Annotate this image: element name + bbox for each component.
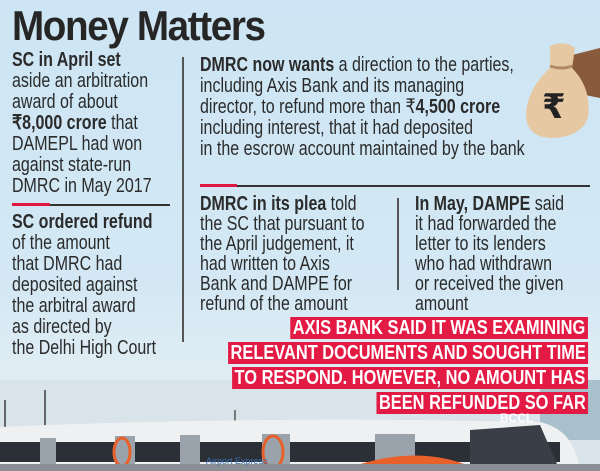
column-divider: [397, 198, 399, 290]
photo-credit: BCCL: [500, 411, 534, 425]
text-line: that DMRC had: [12, 253, 123, 275]
text-line: DMRC in May 2017: [12, 175, 152, 197]
text-line: the Delhi High Court: [12, 337, 157, 359]
svg-text:₹: ₹: [542, 87, 566, 127]
divider: [12, 204, 170, 206]
text-line: it had forwarded the: [415, 213, 557, 235]
axis-bank-callout: AXIS BANK SAID IT WAS EXAMINING RELEVANT…: [149, 317, 588, 417]
callout-line: BEEN REFUNDED SO FAR: [376, 392, 588, 414]
divider-accent: [200, 184, 237, 187]
text-line: that: [106, 112, 138, 134]
text-line: who had withdrawn: [415, 253, 552, 275]
amount: ₹8,000 crore: [12, 112, 107, 134]
money-bag-rupee-icon: ₹: [525, 43, 600, 138]
text-line: as directed by: [12, 316, 112, 338]
text-line: Bank and DAMPE for: [200, 273, 353, 295]
text-line: said: [530, 193, 565, 215]
text-line: the April judgement, it: [200, 233, 354, 255]
point-heading: DMRC now wants: [200, 54, 335, 76]
text-line: aside an arbitration: [12, 70, 149, 92]
text-line: including interest, that it had deposite…: [200, 117, 474, 139]
amount: 4,500 crore: [415, 96, 501, 118]
point-dampe: In May, DAMPE said it had forwarded the …: [415, 194, 564, 314]
point-heading: In May, DAMPE: [415, 193, 531, 215]
train-label: Airport Express: [206, 456, 268, 466]
text-line: refund of the amount: [200, 293, 348, 315]
text-line: amount: [415, 293, 469, 315]
text-line: the SC that pursuant to: [200, 213, 365, 235]
text-line: including Axis Bank and its managing: [200, 75, 465, 97]
point-heading: SC ordered refund: [12, 211, 153, 233]
text-line: against state-run: [12, 154, 132, 176]
callout-line: AXIS BANK SAID IT WAS EXAMINING: [290, 317, 588, 339]
text-line: a direction to the parties,: [334, 54, 514, 76]
column-divider: [182, 57, 184, 342]
text-line: DAMEPL had won: [12, 133, 143, 155]
text-line: of the amount: [12, 232, 110, 254]
point-heading: DMRC in its plea: [200, 193, 327, 215]
text-line: award of about: [12, 91, 118, 113]
text-line: or received the given: [415, 273, 564, 295]
text-line: the arbitral award: [12, 295, 136, 317]
callout-line: TO RESPOND. HOWEVER, NO AMOUNT HAS: [232, 367, 588, 389]
point-dmrc-wants: DMRC now wants a direction to the partie…: [200, 55, 525, 160]
point-heading: SC in April set: [12, 49, 121, 71]
divider: [200, 185, 590, 187]
text-line: director, to refund more than ₹: [200, 96, 416, 118]
point-sc-refund: SC ordered refund of the amount that DMR…: [12, 212, 156, 359]
page-title: Money Matters: [12, 2, 266, 49]
text-line: letter to its lenders: [415, 233, 546, 255]
text-line: had written to Axis: [200, 253, 330, 275]
divider-accent: [12, 203, 50, 206]
text-line: in the escrow account maintained by the …: [200, 138, 525, 160]
callout-line: RELEVANT DOCUMENTS AND SOUGHT TIME: [227, 342, 588, 364]
text-line: deposited against: [12, 274, 138, 296]
point-sc-april: SC in April set aside an arbitration awa…: [12, 50, 152, 197]
text-line: told: [326, 193, 357, 215]
point-dmrc-plea: DMRC in its plea told the SC that pursua…: [200, 194, 365, 314]
